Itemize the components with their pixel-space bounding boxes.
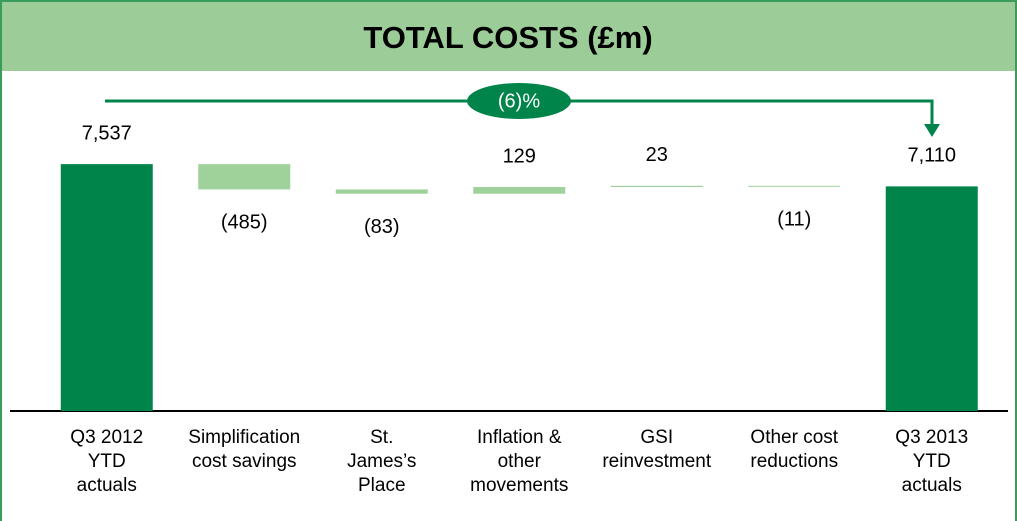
arrow-head xyxy=(924,124,940,137)
value-label: 129 xyxy=(503,145,536,167)
category-label: Other cost reductions xyxy=(750,427,839,472)
value-label: (485) xyxy=(221,212,268,234)
value-label: (11) xyxy=(777,209,811,231)
change-badge xyxy=(467,83,571,119)
category-label: GSI reinvestment xyxy=(602,427,712,472)
bar xyxy=(748,185,841,187)
bar xyxy=(610,185,703,188)
category-label: St. James’s Place xyxy=(347,427,417,496)
value-label: 23 xyxy=(646,144,668,166)
header-band xyxy=(2,2,1015,71)
change-arrow xyxy=(105,99,934,128)
value-label: 7,110 xyxy=(907,145,956,167)
bar xyxy=(60,164,153,411)
bar xyxy=(473,187,566,194)
change-label: (6)% xyxy=(498,90,540,112)
bar xyxy=(198,164,291,190)
value-label: 7,537 xyxy=(82,122,132,144)
value-label: (83) xyxy=(364,216,400,238)
category-label: Inflation & other movements xyxy=(470,427,569,496)
category-label: Q3 2012 YTD actuals xyxy=(70,427,144,496)
category-label: Q3 2013 YTD actuals xyxy=(895,427,969,496)
category-label: Simplification cost savings xyxy=(188,427,301,472)
chart-title: TOTAL COSTS (£m) xyxy=(363,20,652,55)
bar xyxy=(885,186,978,411)
bar xyxy=(335,189,428,194)
